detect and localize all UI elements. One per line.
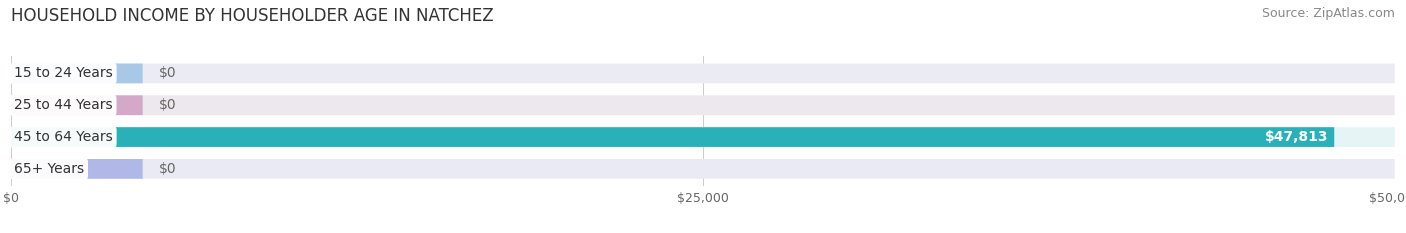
- Text: 65+ Years: 65+ Years: [14, 162, 84, 176]
- FancyBboxPatch shape: [11, 159, 1395, 179]
- FancyBboxPatch shape: [11, 95, 142, 115]
- FancyBboxPatch shape: [11, 127, 1395, 147]
- Text: 25 to 44 Years: 25 to 44 Years: [14, 98, 112, 112]
- Text: 15 to 24 Years: 15 to 24 Years: [14, 66, 112, 80]
- Text: 45 to 64 Years: 45 to 64 Years: [14, 130, 112, 144]
- FancyBboxPatch shape: [11, 159, 142, 179]
- FancyBboxPatch shape: [11, 127, 1334, 147]
- Text: HOUSEHOLD INCOME BY HOUSEHOLDER AGE IN NATCHEZ: HOUSEHOLD INCOME BY HOUSEHOLDER AGE IN N…: [11, 7, 494, 25]
- Text: $0: $0: [159, 98, 177, 112]
- Text: $0: $0: [159, 66, 177, 80]
- Text: $47,813: $47,813: [1265, 130, 1329, 144]
- Text: Source: ZipAtlas.com: Source: ZipAtlas.com: [1261, 7, 1395, 20]
- FancyBboxPatch shape: [11, 64, 1395, 83]
- FancyBboxPatch shape: [11, 64, 142, 83]
- FancyBboxPatch shape: [11, 95, 1395, 115]
- Text: $0: $0: [159, 162, 177, 176]
